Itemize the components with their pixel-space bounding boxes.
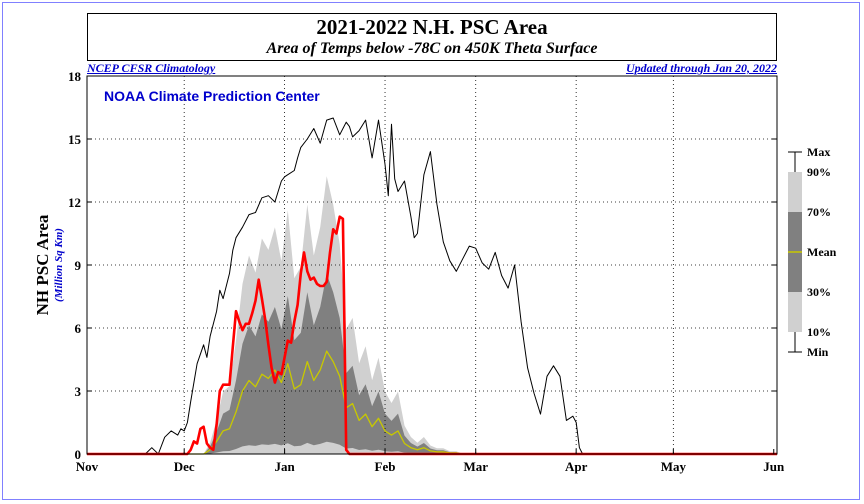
- title-box: 2021-2022 N.H. PSC Area Area of Temps be…: [87, 13, 777, 61]
- y-axis-units: (Million Sq Km): [53, 228, 65, 302]
- x-tick-label: May: [661, 459, 687, 474]
- legend-label-min: Min: [807, 345, 829, 359]
- climatology-bands: [184, 176, 496, 454]
- y-axis-ticks: 0 3 6 9 12 15 18: [68, 69, 777, 462]
- chart-subtitle: Area of Temps below -78C on 450K Theta S…: [266, 40, 598, 57]
- x-tick-label: Mar: [463, 459, 488, 474]
- series-lines: [87, 117, 777, 456]
- y-axis-label: NH PSC Area: [33, 214, 52, 315]
- y-tick-label: 18: [68, 69, 82, 84]
- y-tick-label: 6: [75, 321, 82, 336]
- y-tick-label: 0: [75, 447, 82, 462]
- y-tick-label: 15: [68, 132, 82, 147]
- x-tick-label: Jun: [763, 459, 785, 474]
- chart-title: 2021-2022 N.H. PSC Area: [316, 15, 548, 39]
- x-tick-label: Feb: [375, 459, 396, 474]
- legend-label-max: Max: [807, 145, 830, 159]
- band-30-70: [184, 273, 496, 454]
- legend-label-p70: 70%: [807, 205, 831, 219]
- updated-note: Updated through Jan 20, 2022: [625, 61, 777, 75]
- legend-label-p10: 10%: [807, 325, 831, 339]
- gridlines: [87, 76, 777, 454]
- climatology-note: NCEP CFSR Climatology: [87, 61, 216, 75]
- x-axis-ticks: Nov Dec Jan Feb Mar Apr May Jun: [76, 449, 785, 474]
- current-season-line: [87, 215, 777, 456]
- x-tick-label: Apr: [565, 459, 588, 474]
- legend-label-p90: 90%: [807, 165, 831, 179]
- x-tick-label: Nov: [76, 459, 99, 474]
- y-tick-label: 9: [75, 258, 82, 273]
- noaa-label: NOAA Climate Prediction Center: [104, 88, 320, 104]
- legend: Max 90% 70% Mean 30% 10% Min: [788, 145, 837, 359]
- max-line: [87, 117, 777, 455]
- legend-label-p30: 30%: [807, 285, 831, 299]
- legend-label-mean: Mean: [807, 245, 837, 259]
- x-tick-label: Dec: [174, 459, 195, 474]
- y-tick-label: 3: [75, 384, 82, 399]
- y-tick-label: 12: [68, 195, 81, 210]
- x-tick-label: Jan: [274, 459, 295, 474]
- mean-line: [184, 350, 496, 455]
